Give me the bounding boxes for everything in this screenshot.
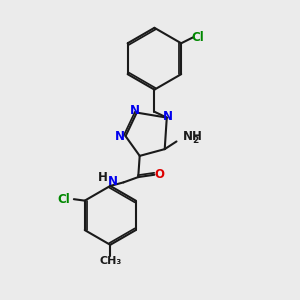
Text: Cl: Cl [191,31,204,44]
Text: CH₃: CH₃ [99,256,122,266]
Text: N: N [108,175,118,188]
Text: H: H [98,171,108,184]
Text: N: N [130,104,140,117]
Text: Cl: Cl [57,193,70,206]
Text: N: N [163,110,173,123]
Text: NH: NH [182,130,202,143]
Text: 2: 2 [192,136,198,145]
Text: N: N [115,130,125,143]
Text: O: O [155,168,165,181]
